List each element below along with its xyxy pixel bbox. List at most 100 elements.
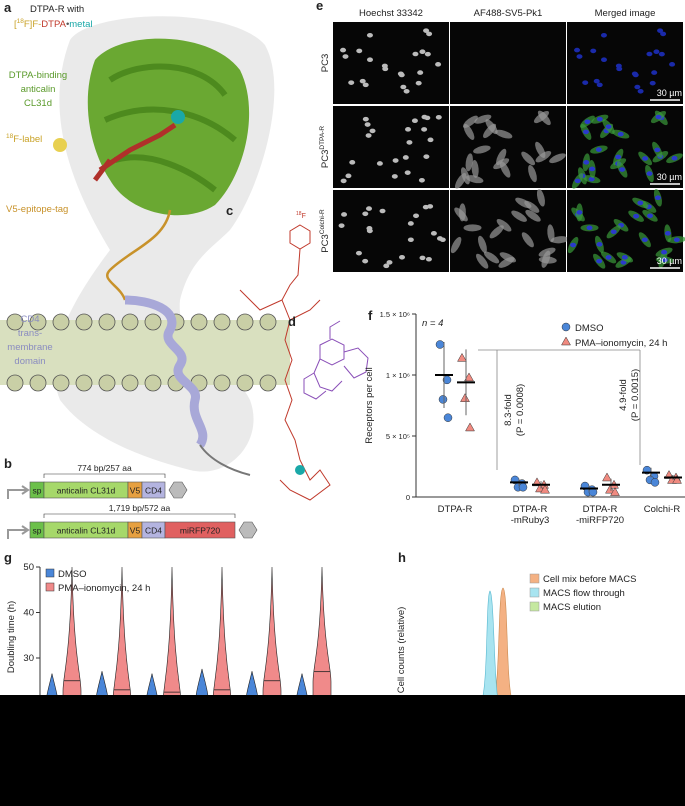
y-tick-label: 50 [23,562,34,573]
text-part: F [302,213,306,220]
nucleus [593,78,600,84]
nucleus [341,212,348,217]
nucleus [412,51,419,57]
cell [528,164,537,183]
data-point [672,474,682,484]
cell [495,129,513,139]
nucleus [430,231,437,236]
legend-swatch [529,573,540,584]
nucleus [338,223,345,228]
black-area [0,695,685,806]
data-point [605,484,615,494]
panel-label: h [398,550,406,565]
terminator [168,481,188,499]
nucleus [381,63,388,69]
nucleus [415,80,422,86]
cell [477,235,487,253]
label: domain [14,356,45,367]
cell [521,151,536,166]
data-point [464,372,474,382]
nucleus [632,72,639,78]
segment-label: anticalin CL31d [57,486,116,496]
cell [499,252,517,263]
nucleus [400,84,407,90]
nucleus [391,174,398,179]
nucleus [435,62,442,67]
nucleus [423,28,430,33]
y-axis-label: Doubling time (h) [6,601,17,673]
nucleus [619,167,626,172]
y-tick-label: 1 × 10⁶ [386,371,410,380]
cell [535,141,546,159]
nucleus [595,147,602,152]
cell [463,123,475,140]
construct-arrows [7,485,30,539]
nucleus [576,54,583,59]
legend-swatch [529,601,540,612]
nucleus [654,195,661,201]
segment-label: sp [33,526,42,536]
y-tick-label: 1.5 × 10⁶ [380,310,410,319]
nucleus [403,89,410,94]
nucleus [646,51,653,57]
size-bracket [43,513,236,518]
panel-label: b [4,456,12,471]
legend-label: Cell mix before MACS [543,574,636,585]
nucleus [417,70,424,75]
nucleus [671,155,678,161]
x-tick-label: DTPA-R [438,504,473,515]
data-point [518,482,528,492]
violin [212,566,232,701]
column-header: Hoechst 33342 [359,8,423,19]
cell [525,209,541,222]
nucleus [365,206,372,211]
nucleus [661,257,668,263]
legend-label: MACS flow through [543,588,625,599]
protein-structure [0,16,290,476]
terminator [238,521,258,539]
y-tick-label: 0 [406,493,410,502]
data-point [610,487,620,496]
x-tick-label: DTPA-R -miRFP720 [576,504,624,526]
nucleus [392,158,399,163]
scale-label: 30 µm [657,172,682,182]
nucleus [402,155,409,160]
nucleus [615,154,622,160]
scale-label: 30 µm [657,256,682,266]
segment-label: miRFP720 [180,526,220,536]
label: V5-epitope-tag [6,204,68,215]
nucleus [423,154,430,159]
nucleus [419,49,426,55]
nucleus [411,118,418,124]
cell [549,153,566,164]
nucleus [637,89,644,94]
column-header: AF488-SV5-Pk1 [474,8,543,19]
panel-label: d [288,314,296,329]
row-label: PC3DTPA-R [319,126,331,169]
cell [465,153,473,172]
data-point [443,413,453,422]
nucleus [349,160,356,165]
nucleus [586,225,593,231]
legend-marker [561,336,571,346]
nucleus [421,127,428,132]
nucleus [660,31,667,37]
cell [471,159,479,178]
comparison-label: 4.9-fold [618,379,629,411]
annotation: n = 4 [422,318,443,329]
y-tick-label: 5 × 10⁵ [386,432,410,441]
label: CD4 [20,314,39,325]
nucleus [398,72,405,78]
data-point [435,340,445,349]
nucleus [379,208,386,214]
comparison-label: (P = 0.0015) [630,369,641,421]
nucleus [362,116,369,122]
nucleus [425,256,432,262]
row-label: PC3 [320,54,331,72]
text-part: metal [69,19,92,30]
nucleus [664,231,671,236]
nucleus [362,211,369,217]
text-part: DTPA [41,19,66,30]
y-tick-label: 40 [23,608,34,619]
cell [474,114,492,124]
